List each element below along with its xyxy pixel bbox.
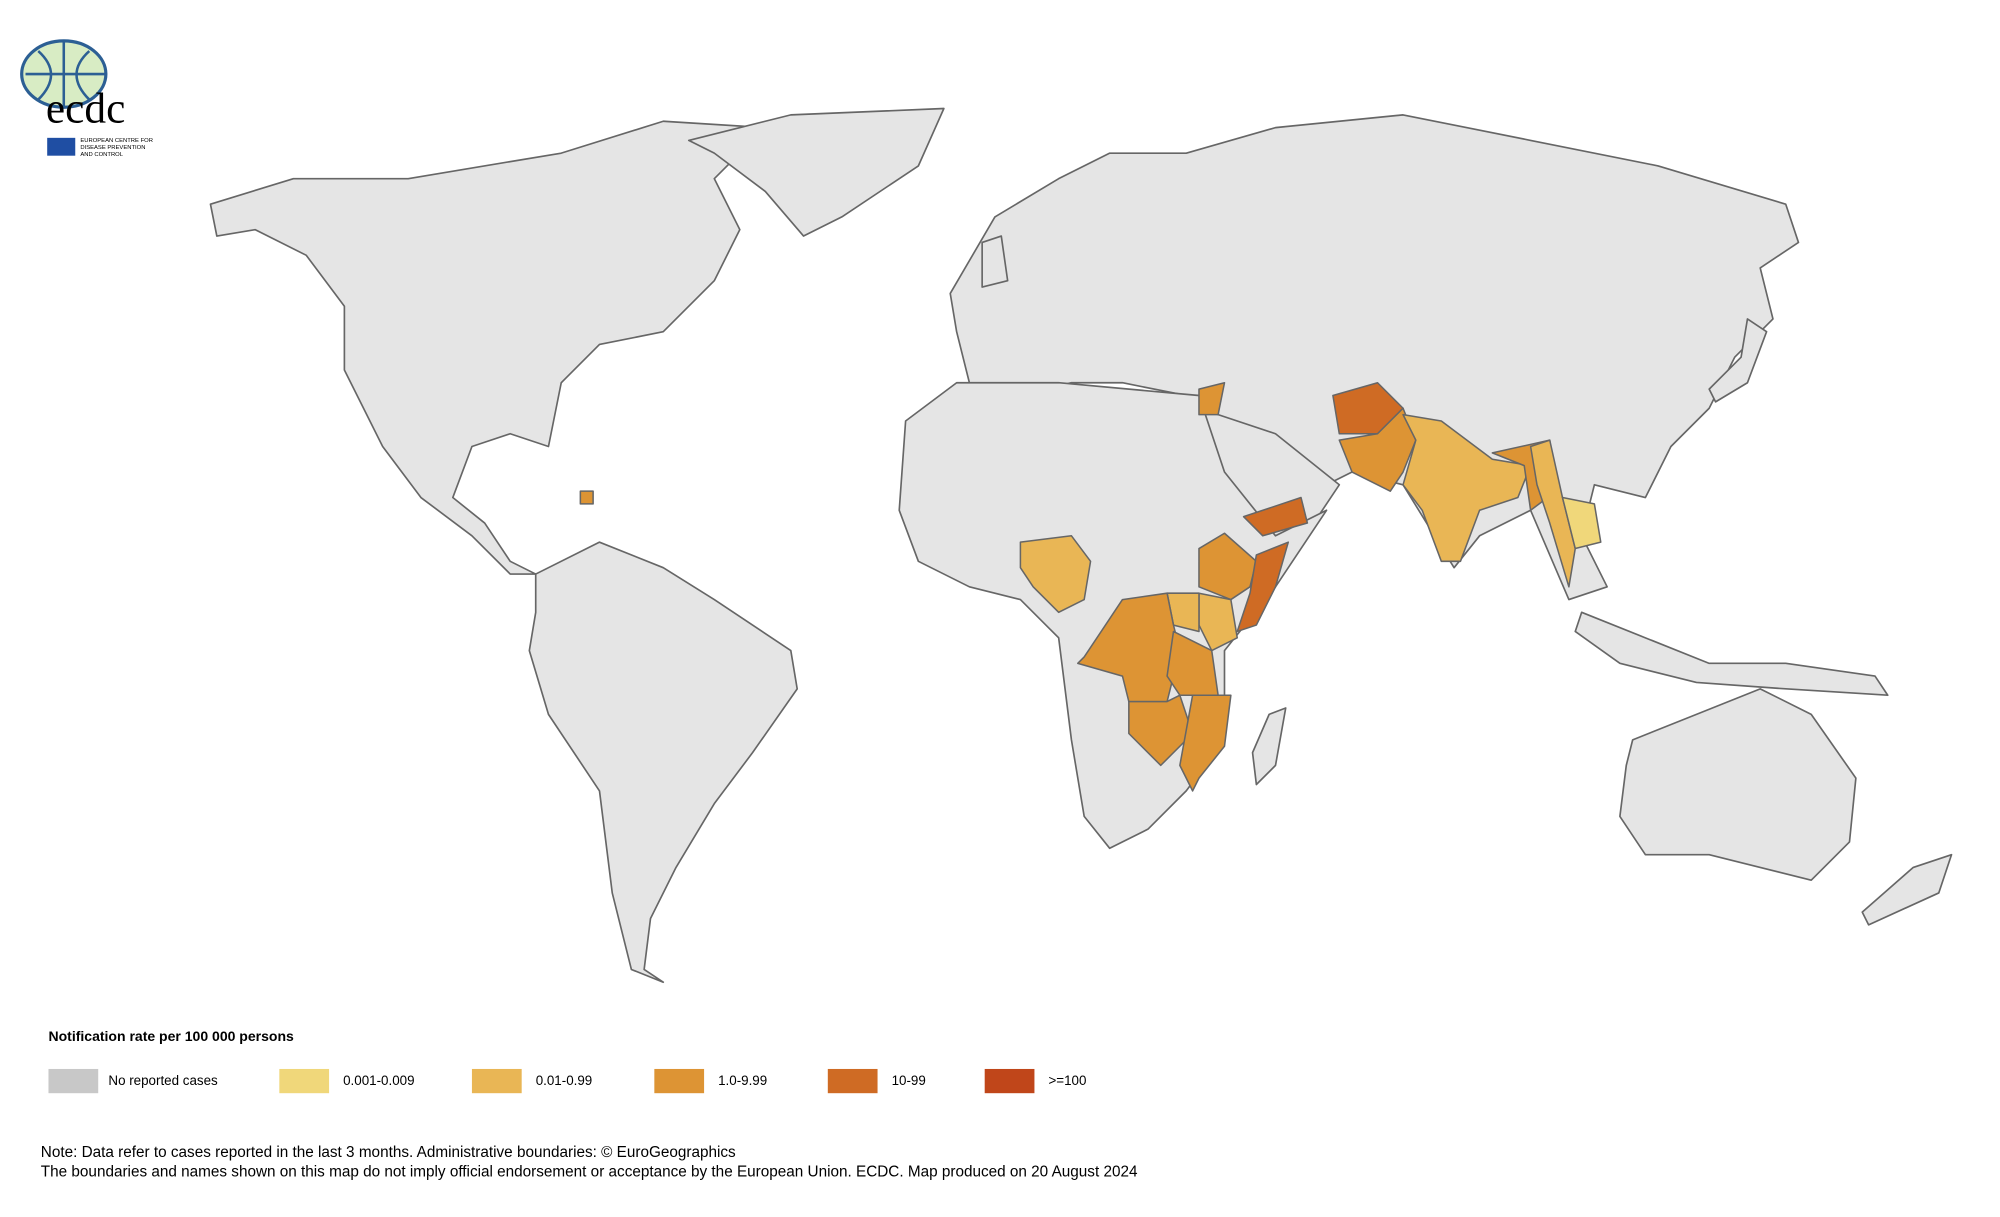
logo-text: ecdc — [46, 84, 125, 132]
logo-subtitle: EUROPEAN CENTRE FOR — [80, 138, 153, 144]
logo-subtitle: AND CONTROL — [80, 152, 123, 158]
australia — [1619, 688, 1857, 882]
logo-grid — [25, 40, 105, 108]
nigeria — [1019, 535, 1092, 614]
eu-flag — [47, 137, 76, 156]
legend-swatch — [654, 1068, 705, 1094]
logo-subtitle: DISEASE PREVENTION — [80, 145, 145, 151]
legend-label: 1.0-9.99 — [718, 1073, 767, 1088]
legend-label: 0.001-0.009 — [343, 1073, 414, 1088]
mozambique — [1179, 694, 1232, 792]
syria — [1198, 381, 1226, 416]
legend-label: 10-99 — [892, 1073, 926, 1088]
south-america — [528, 541, 799, 984]
legend-swatch — [827, 1068, 878, 1094]
yemen — [1242, 496, 1309, 537]
pakistan — [1338, 407, 1417, 492]
myanmar — [1529, 439, 1577, 588]
landmasses — [209, 107, 1953, 984]
logo: ecdc EUROPEAN CENTRE FOR DISEASE PREVENT… — [20, 39, 153, 158]
thailand — [1561, 496, 1602, 550]
indonesia — [1574, 611, 1889, 697]
greenland — [687, 107, 945, 237]
reporting-countries — [579, 381, 1602, 792]
legend-swatch — [471, 1068, 522, 1094]
note: The boundaries and names shown on this m… — [41, 1163, 1138, 1180]
north-america — [209, 120, 767, 575]
legend-title: Notification rate per 100 000 persons — [48, 1028, 294, 1044]
haiti — [579, 490, 594, 505]
britain — [981, 235, 1009, 288]
ethiopia — [1198, 532, 1258, 601]
legend-label: No reported cases — [108, 1073, 218, 1088]
legend-swatch — [279, 1068, 330, 1094]
india — [1402, 413, 1532, 563]
new-zealand — [1861, 853, 1953, 926]
legend-label: 0.01-0.99 — [536, 1073, 593, 1088]
legend: No reported cases 0.001-0.009 0.01-0.99 1.0… — [48, 1068, 1086, 1094]
legend-swatch — [984, 1068, 1035, 1094]
madagascar — [1251, 707, 1287, 786]
somalia — [1236, 541, 1290, 633]
note: Note: Data refer to cases reported in th… — [41, 1144, 736, 1161]
legend-swatch — [48, 1068, 99, 1094]
japan — [1708, 318, 1768, 403]
legend-label: >=100 — [1048, 1073, 1086, 1088]
